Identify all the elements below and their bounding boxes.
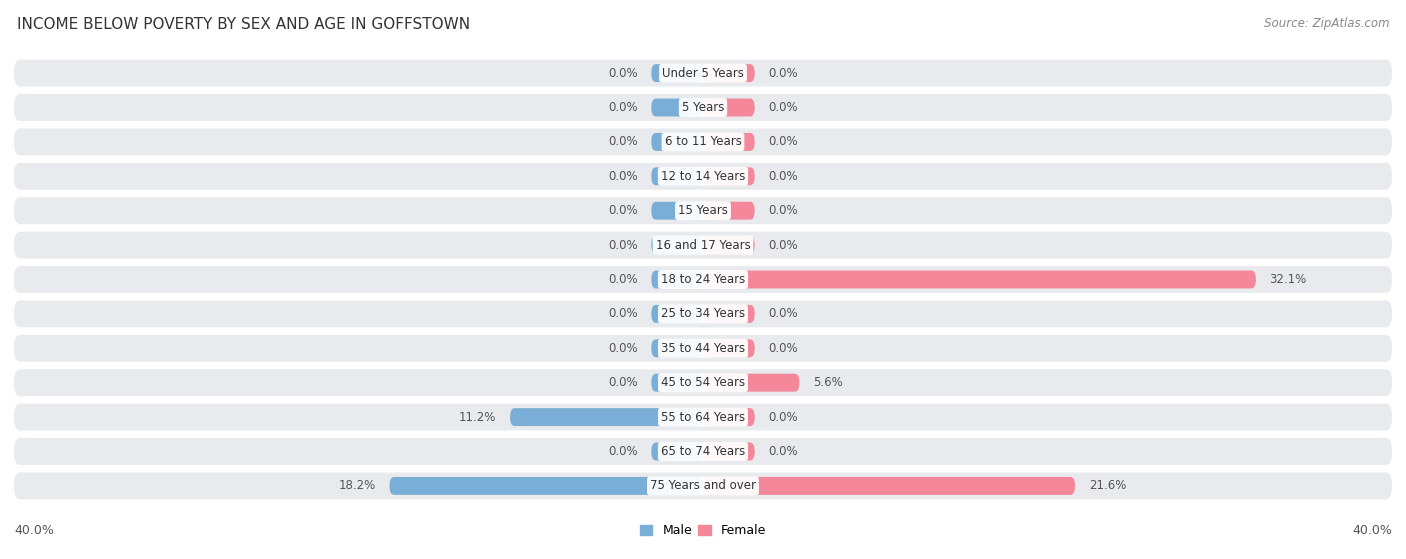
Legend: Male, Female: Male, Female — [640, 524, 766, 537]
Text: 0.0%: 0.0% — [607, 67, 637, 79]
FancyBboxPatch shape — [14, 301, 1392, 328]
FancyBboxPatch shape — [14, 438, 1392, 465]
Text: 5 Years: 5 Years — [682, 101, 724, 114]
FancyBboxPatch shape — [703, 477, 1076, 495]
FancyBboxPatch shape — [14, 369, 1392, 396]
FancyBboxPatch shape — [14, 60, 1392, 87]
FancyBboxPatch shape — [651, 98, 703, 116]
Text: 55 to 64 Years: 55 to 64 Years — [661, 411, 745, 424]
FancyBboxPatch shape — [703, 64, 755, 82]
FancyBboxPatch shape — [14, 404, 1392, 430]
FancyBboxPatch shape — [14, 266, 1392, 293]
FancyBboxPatch shape — [703, 98, 755, 116]
FancyBboxPatch shape — [14, 335, 1392, 362]
Text: Source: ZipAtlas.com: Source: ZipAtlas.com — [1264, 17, 1389, 30]
FancyBboxPatch shape — [703, 271, 1256, 288]
FancyBboxPatch shape — [703, 167, 755, 185]
Text: 21.6%: 21.6% — [1088, 480, 1126, 492]
Text: 0.0%: 0.0% — [769, 67, 799, 79]
Text: 18 to 24 Years: 18 to 24 Years — [661, 273, 745, 286]
Text: 12 to 14 Years: 12 to 14 Years — [661, 170, 745, 183]
Text: 75 Years and over: 75 Years and over — [650, 480, 756, 492]
Text: 18.2%: 18.2% — [339, 480, 375, 492]
FancyBboxPatch shape — [651, 133, 703, 151]
FancyBboxPatch shape — [651, 271, 703, 288]
Text: 35 to 44 Years: 35 to 44 Years — [661, 342, 745, 355]
Text: 0.0%: 0.0% — [607, 170, 637, 183]
Text: 45 to 54 Years: 45 to 54 Years — [661, 376, 745, 389]
Text: 0.0%: 0.0% — [769, 101, 799, 114]
FancyBboxPatch shape — [703, 236, 755, 254]
FancyBboxPatch shape — [703, 133, 755, 151]
FancyBboxPatch shape — [14, 231, 1392, 258]
Text: Under 5 Years: Under 5 Years — [662, 67, 744, 79]
FancyBboxPatch shape — [651, 374, 703, 392]
Text: 0.0%: 0.0% — [607, 239, 637, 252]
FancyBboxPatch shape — [510, 408, 703, 426]
Text: 32.1%: 32.1% — [1270, 273, 1308, 286]
Text: INCOME BELOW POVERTY BY SEX AND AGE IN GOFFSTOWN: INCOME BELOW POVERTY BY SEX AND AGE IN G… — [17, 17, 470, 32]
Text: 0.0%: 0.0% — [769, 239, 799, 252]
Text: 0.0%: 0.0% — [769, 170, 799, 183]
FancyBboxPatch shape — [651, 202, 703, 220]
FancyBboxPatch shape — [651, 236, 703, 254]
FancyBboxPatch shape — [651, 339, 703, 357]
Text: 40.0%: 40.0% — [1353, 524, 1392, 537]
FancyBboxPatch shape — [14, 197, 1392, 224]
Text: 0.0%: 0.0% — [607, 445, 637, 458]
FancyBboxPatch shape — [703, 202, 755, 220]
Text: 0.0%: 0.0% — [769, 445, 799, 458]
Text: 11.2%: 11.2% — [458, 411, 496, 424]
FancyBboxPatch shape — [14, 94, 1392, 121]
Text: 16 and 17 Years: 16 and 17 Years — [655, 239, 751, 252]
FancyBboxPatch shape — [703, 374, 800, 392]
FancyBboxPatch shape — [651, 167, 703, 185]
FancyBboxPatch shape — [703, 339, 755, 357]
Text: 0.0%: 0.0% — [607, 204, 637, 217]
FancyBboxPatch shape — [651, 64, 703, 82]
FancyBboxPatch shape — [14, 472, 1392, 499]
Text: 5.6%: 5.6% — [813, 376, 844, 389]
Text: 0.0%: 0.0% — [769, 204, 799, 217]
Text: 0.0%: 0.0% — [769, 135, 799, 148]
FancyBboxPatch shape — [651, 305, 703, 323]
FancyBboxPatch shape — [703, 408, 755, 426]
Text: 0.0%: 0.0% — [769, 411, 799, 424]
Text: 0.0%: 0.0% — [607, 342, 637, 355]
FancyBboxPatch shape — [703, 305, 755, 323]
Text: 0.0%: 0.0% — [607, 273, 637, 286]
FancyBboxPatch shape — [703, 443, 755, 461]
FancyBboxPatch shape — [14, 163, 1392, 190]
Text: 0.0%: 0.0% — [607, 376, 637, 389]
FancyBboxPatch shape — [14, 129, 1392, 155]
Text: 25 to 34 Years: 25 to 34 Years — [661, 307, 745, 320]
Text: 0.0%: 0.0% — [607, 307, 637, 320]
Text: 0.0%: 0.0% — [769, 307, 799, 320]
Text: 65 to 74 Years: 65 to 74 Years — [661, 445, 745, 458]
FancyBboxPatch shape — [651, 443, 703, 461]
FancyBboxPatch shape — [389, 477, 703, 495]
Text: 6 to 11 Years: 6 to 11 Years — [665, 135, 741, 148]
Text: 15 Years: 15 Years — [678, 204, 728, 217]
Text: 40.0%: 40.0% — [14, 524, 53, 537]
Text: 0.0%: 0.0% — [607, 101, 637, 114]
Text: 0.0%: 0.0% — [607, 135, 637, 148]
Text: 0.0%: 0.0% — [769, 342, 799, 355]
